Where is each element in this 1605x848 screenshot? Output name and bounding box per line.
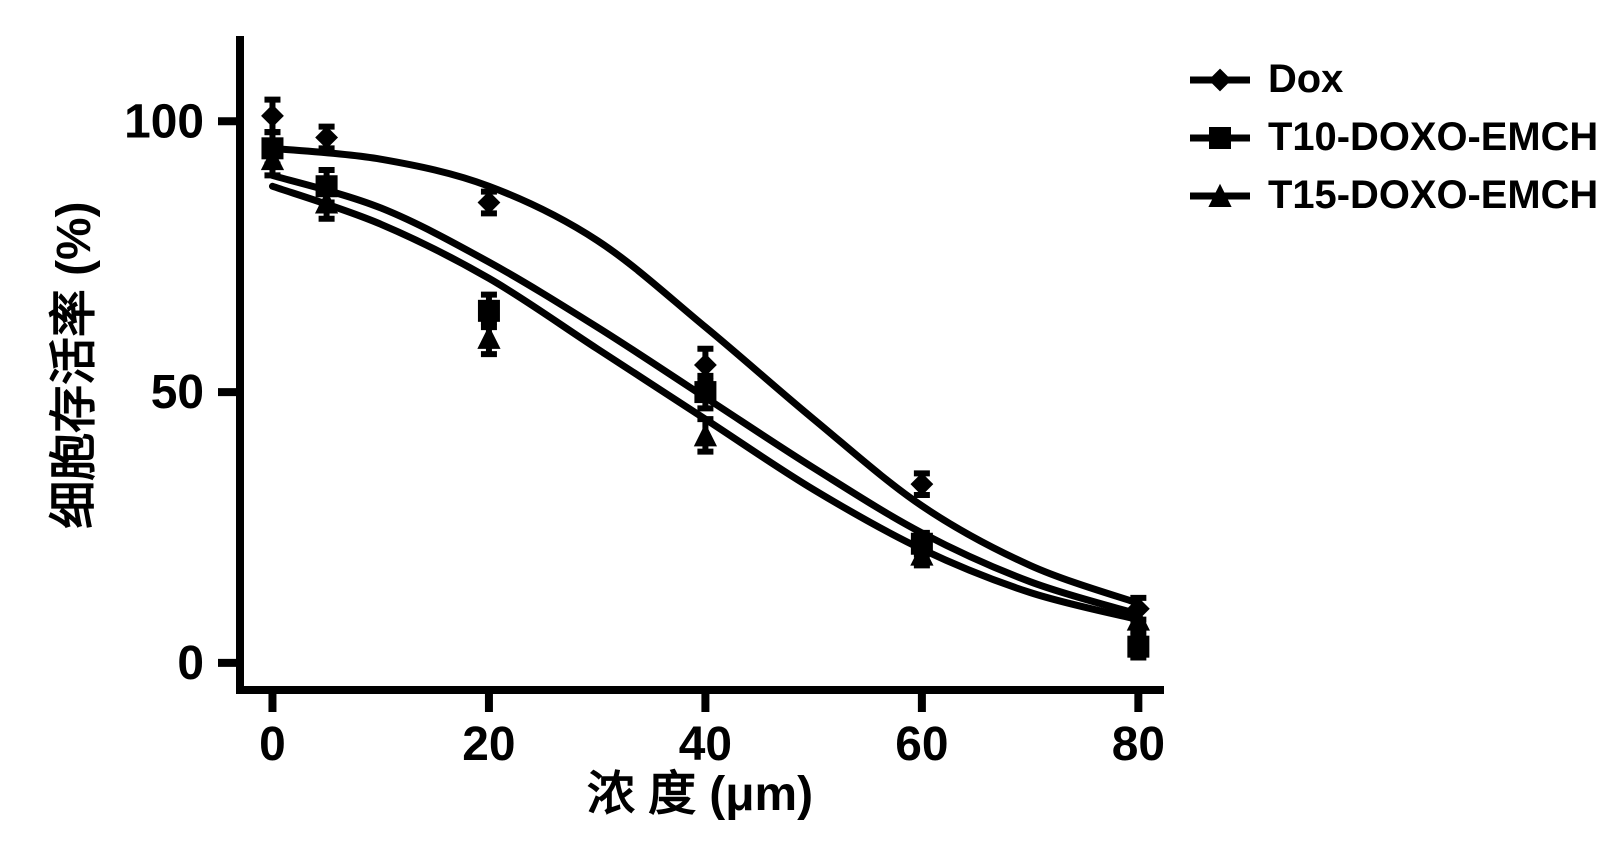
- x-tick-label: 0: [259, 718, 286, 771]
- x-axis-label: 浓 度 (μm): [587, 768, 813, 821]
- legend-label: Dox: [1268, 57, 1343, 101]
- chart-svg: 0 20 40 60 80 0 50 100 浓 度 (μm) 细胞存活率 (%) Dox T10-D…: [0, 0, 1605, 848]
- y-axis-label: 细胞存活率 (%): [48, 201, 101, 528]
- y-tick-label: 100: [124, 95, 204, 148]
- x-tick-label: 40: [679, 718, 732, 771]
- legend-label: T10-DOXO-EMCH: [1268, 115, 1598, 159]
- x-tick-label: 20: [462, 718, 515, 771]
- chart-container: 0 20 40 60 80 0 50 100 浓 度 (μm) 细胞存活率 (%) Dox T10-D…: [0, 0, 1605, 848]
- y-tick-label: 0: [177, 637, 204, 690]
- x-tick-label: 80: [1112, 718, 1165, 771]
- x-tick-label: 60: [895, 718, 948, 771]
- y-tick-label: 50: [151, 366, 204, 419]
- legend-label: T15-DOXO-EMCH: [1268, 173, 1598, 217]
